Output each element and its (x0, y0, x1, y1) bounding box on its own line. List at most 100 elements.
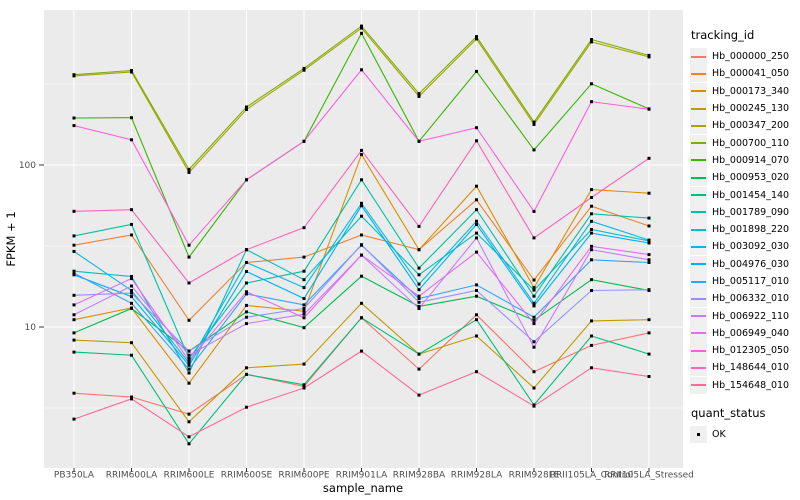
legend-item-label: OK (712, 429, 726, 441)
data-point (302, 269, 306, 273)
data-point (417, 288, 421, 292)
data-point (187, 420, 191, 424)
data-point (72, 249, 76, 253)
data-point (360, 349, 363, 353)
legend-item-label: Hb_000953_020 (712, 172, 790, 184)
legend-item: Hb_001898_220 (690, 221, 800, 239)
x-tick-label: RRIM928BA (393, 471, 446, 481)
data-point (72, 234, 76, 238)
x-axis-title: sample_name (323, 481, 403, 495)
data-point (475, 231, 478, 235)
data-point (187, 442, 191, 446)
data-point (245, 303, 248, 307)
legend-item: Hb_000347_200 (690, 117, 800, 135)
data-point (475, 69, 478, 73)
data-point (532, 148, 536, 152)
data-point (245, 248, 248, 252)
data-point (245, 108, 248, 111)
legend-item: Hb_006922_110 (690, 307, 800, 325)
data-point (647, 191, 651, 195)
data-point (532, 120, 536, 124)
x-tick-label: RRII105LA_Stressed (604, 471, 694, 481)
data-point (590, 334, 593, 338)
data-point (245, 405, 248, 409)
data-point (360, 243, 363, 247)
data-point (245, 178, 248, 182)
data-point (302, 384, 306, 388)
data-point (532, 304, 536, 308)
y-tick-label: 100 (19, 161, 36, 171)
data-point (417, 304, 421, 308)
data-point (647, 53, 651, 57)
data-point (590, 248, 593, 252)
data-point (417, 139, 421, 143)
data-point (475, 236, 478, 240)
legend-item-label: Hb_001454_140 (712, 189, 790, 201)
data-point (360, 68, 363, 72)
data-point (417, 300, 421, 304)
legend-line-key-icon (690, 238, 707, 256)
data-point (302, 255, 306, 259)
data-point (532, 286, 536, 290)
data-point (590, 366, 593, 370)
data-point (72, 271, 76, 275)
data-point (245, 290, 248, 294)
data-point (532, 322, 536, 326)
legend-line-key-icon (690, 186, 707, 204)
data-point (590, 40, 593, 44)
legend-item-label: Hb_012305_050 (712, 345, 790, 357)
data-point (130, 284, 133, 288)
data-point (532, 294, 536, 298)
data-point (475, 37, 478, 41)
data-point (647, 238, 651, 242)
data-point (302, 312, 306, 316)
data-point (245, 292, 248, 296)
legend-item: Hb_005117_010 (690, 273, 800, 290)
data-point (532, 345, 536, 349)
x-tick-label: RRIM928LA (451, 471, 503, 481)
data-point (475, 184, 478, 188)
data-point (72, 313, 76, 317)
legend-item-label: Hb_148644_010 (712, 362, 790, 374)
legend-line-key-icon (690, 82, 707, 100)
x-tick-label: RRIM600PE (278, 471, 330, 481)
data-point (130, 277, 133, 281)
data-point (647, 288, 651, 292)
data-point (130, 222, 133, 226)
data-point (475, 208, 478, 212)
data-point (130, 69, 133, 72)
data-point (532, 209, 536, 213)
data-point (417, 273, 421, 277)
data-point (72, 350, 76, 354)
legend-item: Hb_000245_130 (690, 100, 800, 118)
legend-item-label: Hb_006949_040 (712, 327, 790, 339)
data-point (647, 156, 651, 160)
data-point (475, 198, 478, 202)
legend-item-label: Hb_000347_200 (712, 120, 790, 132)
data-point (72, 116, 76, 120)
data-point (647, 224, 651, 228)
data-point (360, 178, 363, 182)
legend-items: Hb_000000_250 Hb_000041_050 Hb_000173_340 H… (690, 48, 800, 394)
data-point (532, 404, 536, 408)
data-point (302, 286, 306, 290)
data-point (417, 367, 421, 371)
data-point (475, 139, 478, 143)
data-point (647, 216, 651, 220)
data-point (590, 38, 593, 41)
data-point (417, 282, 421, 286)
legend-line-key-icon (690, 359, 707, 377)
data-point (245, 270, 248, 273)
data-point (302, 66, 306, 70)
data-point (417, 248, 421, 252)
data-point (532, 315, 536, 319)
data-point (590, 343, 593, 347)
legend-item: Hb_000173_340 (690, 82, 800, 100)
legend-line-key-icon (690, 117, 707, 135)
data-point (417, 297, 421, 300)
legend-item: Hb_006949_040 (690, 324, 800, 342)
data-point (130, 395, 133, 399)
data-point (360, 201, 363, 205)
x-tick-label: PB350LA (54, 471, 95, 481)
